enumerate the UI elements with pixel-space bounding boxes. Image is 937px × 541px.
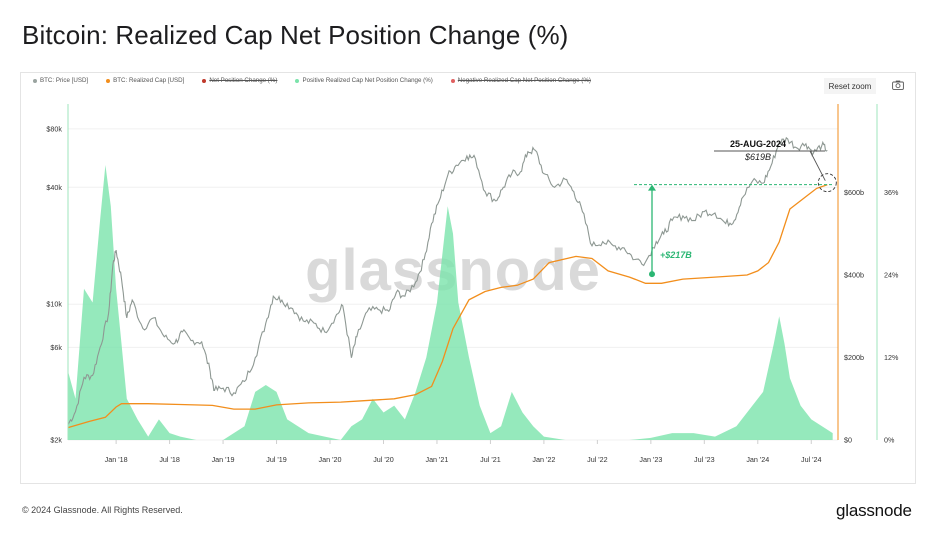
annotation-value: $619B [744, 152, 771, 162]
y-realized-tick-label: $400b [844, 271, 864, 280]
page-title: Bitcoin: Realized Cap Net Position Chang… [22, 20, 569, 50]
y-realized-tick-label: $0 [844, 436, 852, 445]
legend: BTC: Price [USD] BTC: Realized Cap [USD] N… [33, 77, 591, 84]
delta-label: +$217B [660, 250, 692, 260]
legend-dot-icon [106, 78, 111, 83]
x-tick-label: Jul '19 [266, 455, 287, 464]
y-price-tick-label: $6k [50, 343, 62, 352]
legend-dot-icon [450, 78, 455, 83]
x-tick-label: Jan '21 [425, 455, 448, 464]
legend-dot-icon [202, 78, 207, 83]
legend-label: Net Position Change (%) [209, 77, 278, 84]
btc-price-line [67, 136, 828, 425]
legend-dot-icon [33, 78, 37, 83]
realized-cap-line [67, 184, 828, 429]
camera-icon[interactable] [892, 80, 904, 90]
y-price-tick-label: $80k [46, 124, 62, 133]
footer-logo: glassnode [836, 501, 912, 520]
y-change-tick-label: 12% [884, 353, 899, 362]
x-tick-label: Jul '21 [480, 455, 501, 464]
legend-label: Positive Realized Cap Net Position Chang… [302, 77, 433, 84]
y-change-tick-label: 24% [884, 271, 899, 280]
legend-item[interactable]: Positive Realized Cap Net Position Chang… [295, 77, 433, 84]
x-tick-label: Jul '23 [694, 455, 715, 464]
x-tick-label: Jan '22 [532, 455, 555, 464]
delta-start-marker [649, 271, 655, 278]
footer-copyright: © 2024 Glassnode. All Rights Reserved. [22, 505, 183, 515]
positive-net-position-area [68, 165, 833, 440]
legend-item[interactable]: Net Position Change (%) [202, 77, 277, 84]
y-realized-tick-label: $200b [844, 353, 864, 362]
x-tick-label: Jan '19 [212, 455, 235, 464]
x-tick-label: Jul '20 [373, 455, 394, 464]
reset-zoom-button[interactable]: Reset zoom [824, 78, 876, 94]
legend-dot-icon [295, 78, 300, 83]
y-change-tick-label: 36% [884, 188, 899, 197]
x-tick-label: Jan '24 [746, 455, 769, 464]
legend-item[interactable]: BTC: Realized Cap [USD] [106, 77, 184, 84]
legend-label: Negative Realized Cap Net Position Chang… [457, 77, 591, 84]
x-tick-label: Jul '18 [159, 455, 180, 464]
legend-item[interactable]: Negative Realized Cap Net Position Chang… [450, 77, 591, 84]
x-tick-label: Jan '20 [319, 455, 342, 464]
x-tick-label: Jul '22 [587, 455, 608, 464]
chart: glassnode$2k$6k$10k$40k$80k$0$200b$400b$… [46, 104, 899, 464]
legend-label: BTC: Price [USD] [40, 77, 89, 84]
annotation-pointer-line [809, 150, 826, 181]
y-realized-tick-label: $600b [844, 188, 864, 197]
y-price-tick-label: $40k [46, 183, 62, 192]
y-change-tick-label: 0% [884, 436, 895, 445]
y-price-tick-label: $10k [46, 300, 62, 309]
annotation-date: 25-AUG-2024 [730, 139, 786, 149]
x-tick-label: Jan '23 [639, 455, 662, 464]
annotation-focus-circle [817, 173, 837, 193]
y-price-tick-label: $2k [50, 436, 62, 445]
x-tick-label: Jan '18 [105, 455, 128, 464]
x-tick-label: Jul '24 [801, 455, 822, 464]
legend-item[interactable]: BTC: Price [USD] [33, 77, 88, 84]
legend-label: BTC: Realized Cap [USD] [113, 77, 185, 84]
delta-arrow-head-icon [648, 184, 656, 191]
